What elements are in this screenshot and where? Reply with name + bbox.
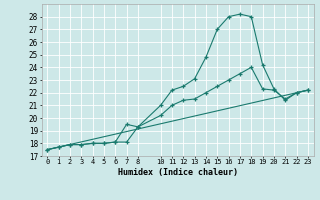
X-axis label: Humidex (Indice chaleur): Humidex (Indice chaleur) [118, 168, 237, 177]
